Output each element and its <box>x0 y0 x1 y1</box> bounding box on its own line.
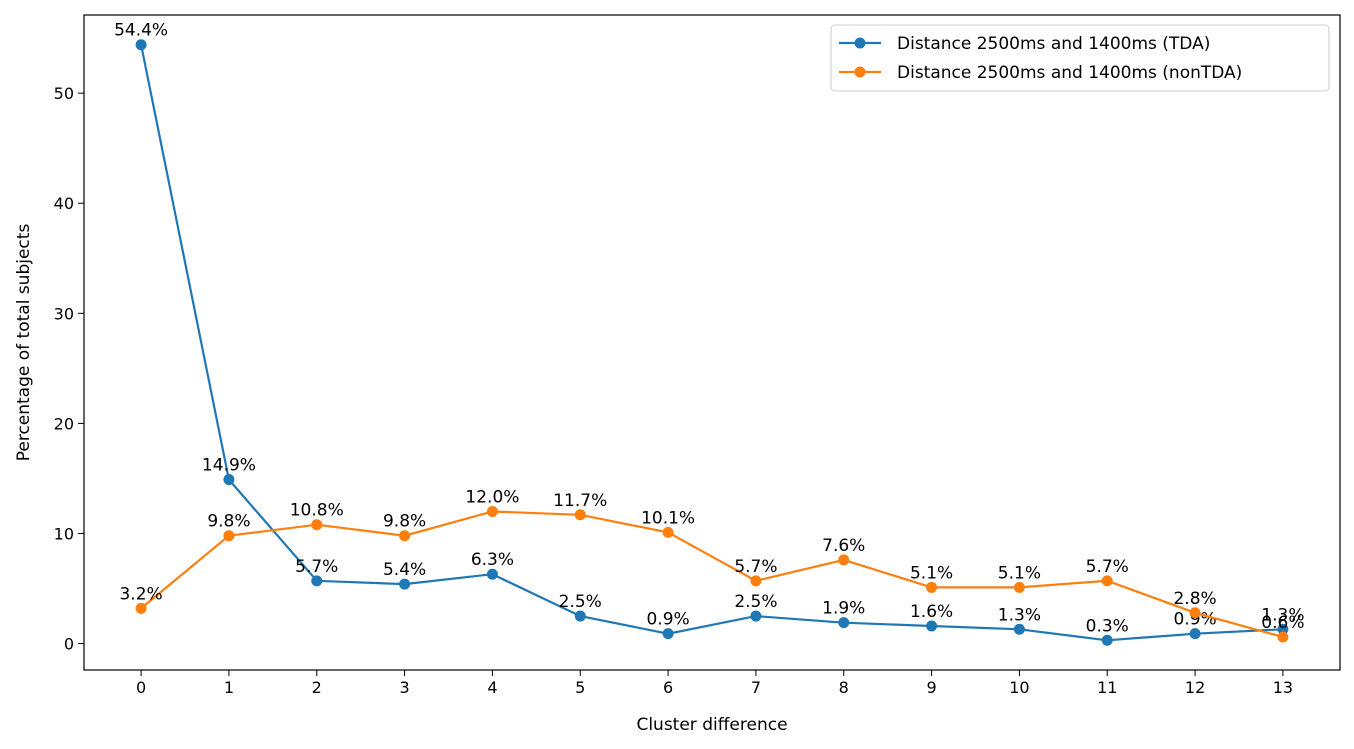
x-tick-label: 9 <box>926 678 936 697</box>
data-point <box>399 578 411 590</box>
y-axis-label: Percentage of total subjects <box>14 224 34 462</box>
data-label: 1.9% <box>822 599 865 619</box>
y-tick-label: 40 <box>54 194 74 213</box>
data-label: 5.7% <box>1086 557 1129 577</box>
data-point <box>223 530 235 542</box>
data-label: 0.3% <box>1086 616 1129 636</box>
x-tick-label: 4 <box>487 678 497 697</box>
data-label: 3.2% <box>119 584 162 604</box>
series-line <box>140 510 1284 639</box>
x-tick-label: 8 <box>839 678 849 697</box>
data-point <box>574 610 586 622</box>
data-point <box>311 519 323 531</box>
legend-box <box>830 24 1330 92</box>
data-point <box>311 575 323 587</box>
data-point <box>926 581 938 593</box>
x-tick-label: 10 <box>1009 678 1029 697</box>
data-label: 12.0% <box>465 487 519 507</box>
data-point <box>135 602 147 614</box>
data-point <box>486 568 498 580</box>
x-tick-label: 6 <box>663 678 673 697</box>
y-tick-label: 30 <box>54 304 74 323</box>
x-tick-label: 0 <box>136 678 146 697</box>
data-label: 10.8% <box>290 501 344 521</box>
data-point <box>838 617 850 629</box>
data-point <box>135 39 147 51</box>
data-point <box>838 554 850 566</box>
data-label: 0.9% <box>646 610 689 630</box>
data-point <box>1189 628 1201 640</box>
data-point <box>1101 634 1113 646</box>
data-label: 1.3% <box>998 605 1041 625</box>
data-point <box>399 530 411 542</box>
data-point <box>662 628 674 640</box>
data-label: 5.1% <box>910 563 953 583</box>
data-point <box>1189 607 1201 619</box>
x-tick-label: 1 <box>224 678 234 697</box>
x-tick-label: 13 <box>1273 678 1293 697</box>
data-point <box>486 505 498 517</box>
data-point <box>574 509 586 521</box>
legend-entry-label: Distance 2500ms and 1400ms (TDA) <box>897 34 1210 54</box>
x-tick-label: 11 <box>1097 678 1117 697</box>
legend-entry-label: Distance 2500ms and 1400ms (nonTDA) <box>897 63 1242 83</box>
data-label: 5.7% <box>734 557 777 577</box>
y-tick-label: 10 <box>54 524 74 543</box>
series-line <box>140 44 1283 642</box>
data-label: 1.3% <box>1261 605 1304 625</box>
data-point <box>1013 623 1025 635</box>
data-point <box>223 474 235 486</box>
data-label: 11.7% <box>553 491 607 511</box>
legend-swatch-marker <box>854 66 866 78</box>
y-tick-label: 50 <box>54 84 74 103</box>
data-label: 14.9% <box>202 456 256 476</box>
y-tick-label: 20 <box>54 414 74 433</box>
legend: Distance 2500ms and 1400ms (TDA) Distance… <box>830 24 1330 92</box>
data-point <box>750 575 762 587</box>
data-label: 2.5% <box>734 592 777 612</box>
data-label: 0.6% <box>1261 613 1304 633</box>
data-point <box>1277 631 1289 643</box>
y-tick-label: 0 <box>64 635 74 654</box>
data-label: 5.1% <box>998 563 1041 583</box>
data-label: 2.5% <box>559 592 602 612</box>
x-tick-label: 7 <box>751 678 761 697</box>
data-label: 54.4% <box>114 21 168 41</box>
x-tick-label: 12 <box>1185 678 1205 697</box>
data-label: 9.8% <box>207 512 250 532</box>
x-axis-label: Cluster difference <box>636 715 787 735</box>
plot-frame <box>83 14 1341 671</box>
data-label: 5.4% <box>383 560 426 580</box>
data-label: 5.7% <box>295 557 338 577</box>
plot-marks: 54.4% 14.9% 5.7% 5.4% 6.3% 2.5% 0.9% 2.5% 1.9% 1.… <box>114 21 1305 646</box>
data-point <box>750 610 762 622</box>
data-label: 9.8% <box>383 512 426 532</box>
data-label: 10.1% <box>641 508 695 528</box>
x-tick-label: 2 <box>312 678 322 697</box>
data-point <box>1277 623 1289 635</box>
legend-swatch-marker <box>854 37 866 49</box>
data-point <box>662 526 674 538</box>
data-label: 2.8% <box>1173 589 1216 609</box>
x-tick-label: 3 <box>399 678 409 697</box>
data-point <box>1013 581 1025 593</box>
series-tda: 54.4% 14.9% 5.7% 5.4% 6.3% 2.5% 0.9% 2.5% 1.9% 1.… <box>114 21 1305 646</box>
data-point <box>926 620 938 632</box>
data-label: 6.3% <box>471 550 514 570</box>
data-label: 7.6% <box>822 536 865 556</box>
x-tick-label: 5 <box>575 678 585 697</box>
series-nontda: 3.2% 9.8% 10.8% 9.8% 12.0% 11.7% 10.1% 5.7% 7.6%… <box>119 487 1305 643</box>
data-label: 1.6% <box>910 602 953 622</box>
data-point <box>1101 575 1113 587</box>
